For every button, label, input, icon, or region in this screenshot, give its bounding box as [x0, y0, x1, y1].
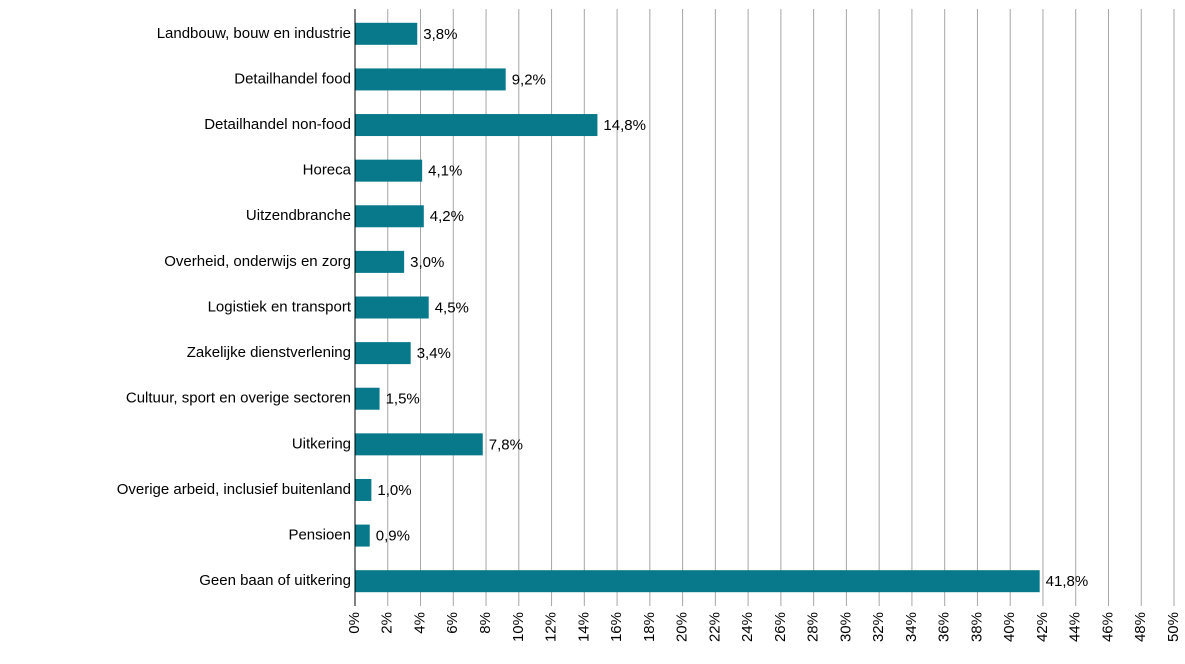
x-tick-label: 34%	[903, 612, 920, 642]
y-tick-label: Horeca	[303, 162, 352, 179]
data-label: 4,5%	[435, 299, 469, 316]
x-tick-label: 38%	[968, 612, 985, 642]
bar	[355, 296, 429, 319]
y-tick-label: Pensioen	[288, 527, 351, 544]
x-tick-label: 48%	[1132, 612, 1149, 642]
data-label: 0,9%	[376, 528, 410, 545]
data-label: 7,8%	[489, 436, 523, 453]
y-tick-label: Overige arbeid, inclusief buitenland	[117, 481, 351, 498]
data-label: 14,8%	[603, 117, 646, 134]
bar	[355, 68, 506, 91]
bar	[355, 250, 405, 273]
y-tick-label: Zakelijke dienstverlening	[187, 344, 351, 361]
x-tick-label: 26%	[772, 612, 789, 642]
bar	[355, 114, 598, 137]
data-label: 3,4%	[417, 345, 451, 362]
y-tick-label: Logistiek en transport	[208, 298, 352, 315]
bar	[355, 387, 380, 410]
x-tick-label: 10%	[510, 612, 527, 642]
x-tick-label: 40%	[1001, 612, 1018, 642]
bar	[355, 205, 424, 228]
bar	[355, 22, 418, 45]
data-label: 1,0%	[377, 482, 411, 499]
x-tick-label: 24%	[739, 612, 756, 642]
x-tick-label: 20%	[674, 612, 691, 642]
bar	[355, 570, 1040, 593]
bar	[355, 524, 370, 547]
bar	[355, 433, 483, 456]
x-tick-label: 8%	[477, 612, 494, 634]
y-tick-label: Uitzendbranche	[246, 207, 351, 224]
bar	[355, 342, 411, 365]
x-tick-label: 2%	[379, 612, 396, 634]
x-tick-label: 0%	[346, 612, 363, 634]
y-tick-label: Detailhandel food	[234, 70, 351, 87]
data-label: 4,2%	[430, 208, 464, 225]
x-tick-label: 28%	[805, 612, 822, 642]
x-tick-label: 14%	[575, 612, 592, 642]
data-label: 1,5%	[386, 391, 420, 408]
y-tick-label: Detailhandel non-food	[204, 116, 351, 133]
x-tick-label: 12%	[543, 612, 560, 642]
y-tick-label: Geen baan of uitkering	[199, 572, 351, 589]
data-label: 41,8%	[1046, 573, 1089, 590]
x-tick-label: 42%	[1034, 612, 1051, 642]
y-tick-label: Cultuur, sport en overige sectoren	[126, 390, 351, 407]
y-tick-label: Landbouw, bouw en industrie	[157, 25, 351, 42]
x-tick-label: 32%	[870, 612, 887, 642]
x-tick-label: 46%	[1099, 612, 1116, 642]
bar	[355, 478, 372, 501]
data-label: 4,1%	[428, 163, 462, 180]
x-tick-label: 30%	[837, 612, 854, 642]
bar	[355, 159, 423, 182]
data-label: 3,8%	[423, 26, 457, 43]
data-label: 3,0%	[410, 254, 444, 271]
y-tick-label: Uitkering	[292, 435, 351, 452]
x-tick-label: 22%	[706, 612, 723, 642]
y-tick-label: Overheid, onderwijs en zorg	[164, 253, 351, 270]
x-tick-label: 4%	[411, 612, 428, 634]
x-tick-label: 6%	[444, 612, 461, 634]
x-tick-label: 44%	[1067, 612, 1084, 642]
x-tick-label: 18%	[641, 612, 658, 642]
x-tick-label: 50%	[1165, 612, 1182, 642]
x-tick-label: 16%	[608, 612, 625, 642]
x-tick-label: 36%	[936, 612, 953, 642]
data-label: 9,2%	[512, 71, 546, 88]
